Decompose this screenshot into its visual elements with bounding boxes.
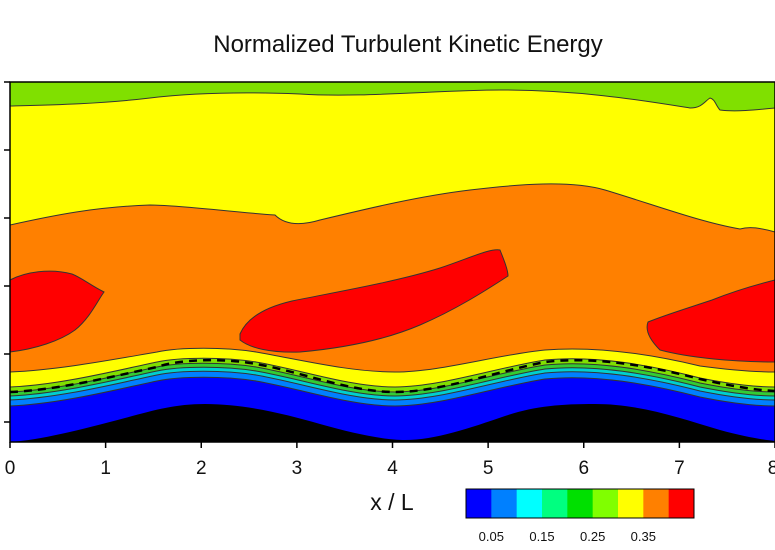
- x-tick-label: 6: [578, 458, 589, 479]
- colorbar-swatch: [618, 489, 644, 518]
- colorbar: 0.05 0.15 0.25 0.35: [465, 488, 695, 544]
- colorbar-swatch: [567, 489, 594, 518]
- colorbar-label: 0.35: [631, 529, 656, 544]
- x-tick-label: 8: [768, 458, 775, 479]
- colorbar-swatch: [542, 489, 568, 518]
- x-tick-label: 2: [196, 458, 207, 479]
- x-tick-label: 0: [5, 458, 16, 479]
- red-region-right: [646, 279, 775, 363]
- top-green-band: [10, 82, 775, 112]
- x-axis-label: x / L: [370, 489, 414, 515]
- x-tick-label: 5: [483, 458, 494, 479]
- colorbar-swatch: [592, 489, 619, 518]
- x-tick-label: 3: [292, 458, 303, 479]
- red-region-center: [239, 249, 509, 353]
- colorbar-swatch: [491, 489, 518, 518]
- yellow-band: [10, 82, 775, 233]
- wavy-wall: [10, 404, 775, 442]
- colorbar-frame: [465, 488, 695, 519]
- x-axis: 0 1 2 3 4 5 6 7 8: [5, 442, 775, 479]
- colorbar-swatch: [668, 489, 695, 518]
- red-region-left: [10, 270, 105, 353]
- x-tick-label: 7: [674, 458, 685, 479]
- chart-title: Normalized Turbulent Kinetic Energy: [213, 31, 603, 58]
- colorbar-swatch: [466, 489, 492, 518]
- y-axis-ticks: [4, 81, 10, 423]
- colorbar-swatch: [643, 489, 670, 518]
- colorbar-swatch: [516, 489, 543, 518]
- colorbar-label: 0.15: [529, 529, 554, 544]
- x-tick-label: 1: [100, 458, 111, 479]
- colorbar-label: 0.25: [580, 529, 605, 544]
- dashed-boundary-line: [10, 358, 775, 394]
- plot-area: [10, 82, 775, 442]
- colorbar-label: 0.05: [479, 529, 504, 544]
- x-tick-label: 4: [387, 458, 398, 479]
